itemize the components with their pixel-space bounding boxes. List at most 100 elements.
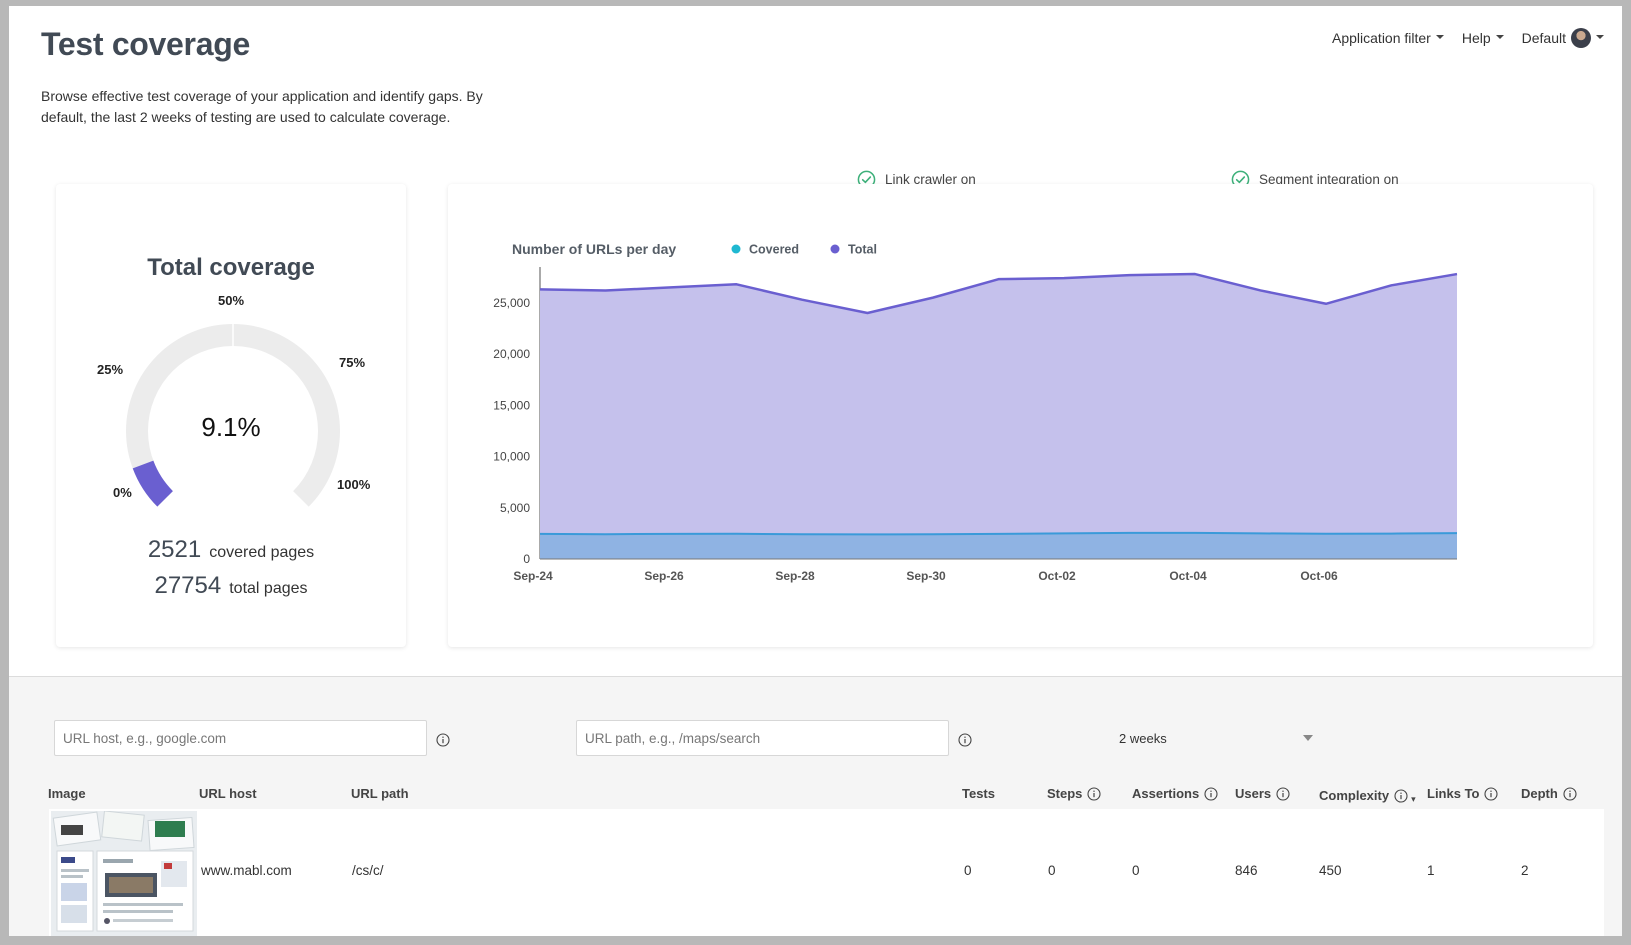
avatar (1571, 28, 1591, 48)
gauge-tick-100: 100% (337, 477, 371, 492)
total-label: total pages (229, 580, 308, 597)
column-header-url-path[interactable]: URL path (351, 786, 409, 801)
caret-down-icon (1596, 35, 1604, 39)
help-label: Help (1461, 30, 1491, 46)
total-series-line (539, 272, 1458, 315)
covered-pages-stat: 2521 covered pages (56, 536, 406, 564)
workspace-label: Default (1521, 30, 1566, 46)
total-area (540, 274, 1457, 559)
legend-label: Covered (749, 243, 799, 257)
sort-desc-icon[interactable]: ▾ (1411, 794, 1416, 804)
info-icon[interactable] (958, 733, 972, 747)
caret-down-icon (1495, 35, 1504, 39)
workspace-menu[interactable]: Default (1522, 28, 1604, 48)
table-row[interactable] (49, 809, 1604, 936)
x-axis: Sep-24 Sep-26 Sep-28 Sep-30 Oct-02 Oct-04 Oct-… (513, 558, 1457, 583)
x-tick-label: Sep-30 (906, 569, 946, 583)
y-axis: 0 5,000 10,000 15,000 20,000 25,000 (493, 267, 541, 566)
covered-series-line (539, 531, 1458, 536)
column-header-label: Users (1235, 786, 1272, 801)
url-host-input[interactable] (54, 720, 427, 756)
info-icon[interactable] (1484, 786, 1499, 801)
column-header-tests[interactable]: Tests (962, 786, 995, 801)
gauge-tick-50: 50% (218, 293, 244, 308)
info-icon[interactable] (1394, 788, 1408, 803)
chevron-down-icon (1303, 735, 1313, 741)
gauge-tick-0: 0% (113, 485, 132, 500)
url-path-input[interactable] (576, 720, 949, 756)
section-divider (9, 676, 1622, 677)
legend-marker (830, 244, 840, 254)
column-header-label: URL path (351, 786, 409, 801)
column-header-label: URL host (199, 786, 257, 801)
period-value: 2 weeks (1119, 730, 1167, 746)
gauge-fill (132, 460, 173, 507)
coverage-percent: 9.1% (201, 412, 260, 442)
page-description: Browse effective test coverage of your a… (41, 88, 483, 125)
info-icon[interactable] (1087, 786, 1101, 801)
y-tick-label: 15,000 (493, 398, 530, 412)
app-window: Test coverage Application filter Help De… (9, 6, 1622, 936)
info-icon[interactable] (1204, 786, 1218, 801)
info-icon[interactable] (1563, 786, 1577, 801)
cell-url-host[interactable]: www.mabl.com (201, 863, 292, 878)
application-filter-label: Application filter (1332, 30, 1431, 46)
legend-label: Total (848, 243, 877, 257)
chart-title: Number of URLs per day (512, 241, 676, 257)
page-screenshot-thumbnail[interactable] (51, 811, 197, 936)
column-header-steps[interactable]: Steps (1047, 786, 1101, 801)
cell-users: 846 (1235, 863, 1258, 878)
coverage-gauge: 0% 25% 50% 75% 100% 9.1% (97, 293, 371, 507)
cell-assertions: 0 (1132, 863, 1140, 878)
x-tick-label: Oct-02 (1038, 569, 1076, 583)
column-header-users[interactable]: Users (1235, 786, 1290, 801)
x-tick-label: Sep-24 (513, 569, 553, 583)
covered-count: 2521 (147, 536, 202, 563)
cell-url-path[interactable]: /cs/c/ (352, 863, 384, 878)
column-header-label: Image (48, 786, 86, 801)
cell-links-to: 1 (1427, 863, 1435, 878)
cell-tests: 0 (964, 863, 972, 878)
column-header-label: Links To (1427, 786, 1480, 801)
chart-legend: Covered Total (731, 243, 877, 257)
chart-areas (539, 272, 1458, 559)
column-header-label: Tests (962, 786, 995, 801)
info-icon[interactable] (1276, 786, 1290, 801)
total-pages-stat: 27754 total pages (56, 572, 406, 600)
column-header-label: Complexity (1319, 788, 1390, 803)
y-tick-label: 0 (523, 552, 530, 566)
help-menu[interactable]: Help (1462, 30, 1504, 46)
y-tick-label: 10,000 (493, 450, 530, 464)
column-header-links-to[interactable]: Links To (1427, 786, 1499, 801)
column-header-label: Assertions (1132, 786, 1200, 801)
column-header-complexity[interactable]: Complexity ▾ (1319, 786, 1416, 805)
page-thumbnail-image (51, 811, 197, 936)
cell-complexity: 450 (1319, 863, 1342, 878)
total-coverage-card: Total coverage 0% 25% 50% 75% 100% 9.1% … (56, 184, 406, 647)
column-header-assertions[interactable]: Assertions (1132, 786, 1218, 801)
link-crawler-label: Link crawler on (885, 172, 976, 187)
page-title: Test coverage (41, 26, 250, 62)
urls-per-day-card: Number of URLs per day Covered Total 0 5,0… (448, 184, 1593, 647)
column-header-url-host[interactable]: URL host (199, 786, 257, 801)
legend-marker (731, 244, 741, 254)
column-header-depth[interactable]: Depth (1521, 786, 1577, 801)
caret-down-icon (1435, 35, 1444, 39)
covered-label: covered pages (209, 544, 315, 561)
info-icon[interactable] (436, 733, 450, 747)
gauge-tick-25: 25% (97, 362, 123, 377)
urls-per-day-chart: Number of URLs per day Covered Total 0 5,0… (493, 241, 1458, 583)
column-header-image[interactable]: Image (48, 786, 86, 801)
x-tick-label: Oct-06 (1300, 569, 1338, 583)
covered-area (540, 532, 1457, 559)
cell-depth: 2 (1521, 863, 1529, 878)
cell-steps: 0 (1048, 863, 1056, 878)
top-nav: Application filter Help Default (1332, 28, 1604, 48)
coverage-title: Total coverage (147, 254, 315, 281)
y-tick-label: 20,000 (493, 347, 530, 361)
x-tick-label: Sep-28 (775, 569, 815, 583)
total-count: 27754 (154, 572, 222, 599)
segment-label: Segment integration on (1259, 172, 1399, 187)
period-select[interactable]: 2 weeks (1119, 726, 1319, 750)
application-filter-menu[interactable]: Application filter (1332, 30, 1444, 46)
